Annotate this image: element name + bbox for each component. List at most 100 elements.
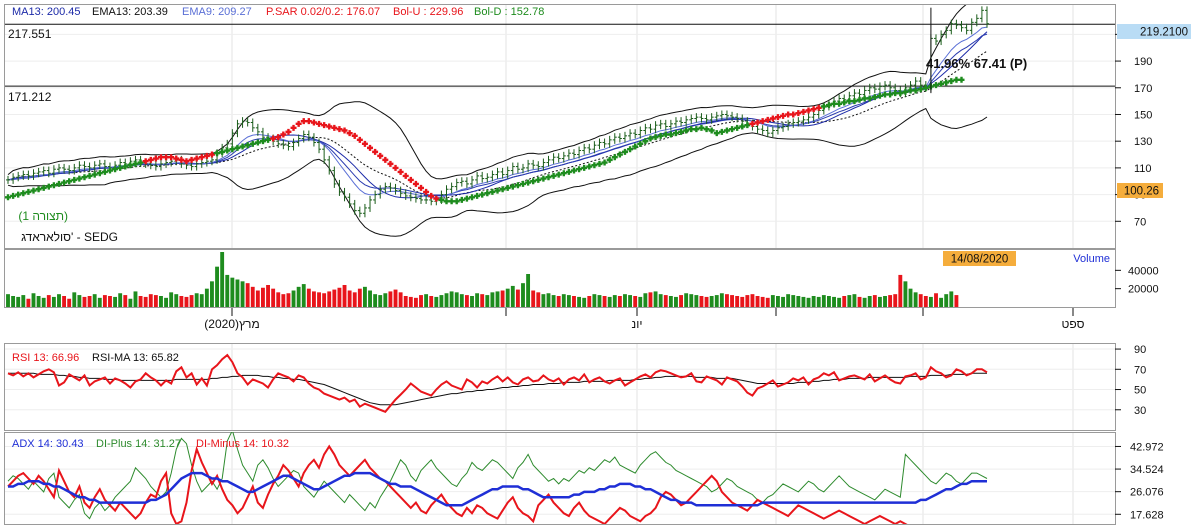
sar-marker <box>825 102 832 109</box>
volume-bar <box>806 297 811 307</box>
volume-bar <box>322 293 327 307</box>
price-bar <box>607 135 612 148</box>
price-bar <box>347 193 352 208</box>
level-label-upper: 217.551 <box>8 27 52 41</box>
date-badge[interactable]: 14/08/2020 <box>943 251 1016 266</box>
price-bar <box>765 126 770 138</box>
current-price-label: 219.2100 <box>1140 27 1188 39</box>
price-bar <box>740 114 745 126</box>
sar-marker <box>504 184 511 191</box>
volume-bar <box>572 296 576 307</box>
sar-marker <box>35 186 42 193</box>
price-bar <box>255 123 260 136</box>
volume-bar <box>607 296 612 307</box>
sar-marker <box>316 120 323 127</box>
price-bar <box>11 173 16 184</box>
volume-bar <box>577 296 582 307</box>
volume-bar <box>82 296 87 307</box>
price-bar <box>362 203 367 218</box>
price-bar <box>158 159 163 171</box>
volume-bar <box>327 291 332 307</box>
price-bar <box>786 119 791 131</box>
volume-bar <box>612 295 617 307</box>
price-bar <box>240 117 245 128</box>
price-bar <box>801 115 806 126</box>
rsi-panel[interactable] <box>4 343 1116 431</box>
volume-bar <box>877 296 882 307</box>
price-bar <box>464 177 469 188</box>
price-bar <box>867 83 872 95</box>
price-bar <box>408 191 413 202</box>
price-bar <box>694 113 699 123</box>
volume-bar <box>770 295 775 307</box>
sar-marker <box>203 152 210 159</box>
volume-bar <box>918 294 923 307</box>
adx-y-axis: 42.972 34.524 26.076 17.628 <box>1115 441 1164 521</box>
sar-marker <box>769 115 776 122</box>
volume-bar <box>939 297 944 307</box>
price-bar <box>974 14 979 27</box>
sar-marker <box>285 128 292 135</box>
x-label-june: יונ <box>632 317 643 331</box>
price-tick-label: 150 <box>1134 109 1152 121</box>
legend-ema9: EMA9: 209.27 <box>182 6 252 18</box>
legend-ema13: EMA13: 203.39 <box>92 6 168 18</box>
volume-bar <box>852 294 857 307</box>
volume-bar <box>189 295 194 307</box>
volume-bar <box>434 296 439 307</box>
volume-bar <box>62 296 67 307</box>
volume-bar <box>561 294 566 307</box>
price-bar <box>286 141 291 151</box>
volume-bar <box>46 295 51 307</box>
sar-marker <box>453 198 460 205</box>
price-bar <box>393 183 398 195</box>
adx-plot <box>5 432 1115 524</box>
volume-bar <box>41 297 46 307</box>
sar-marker <box>948 78 955 85</box>
price-panel[interactable] <box>4 4 1116 249</box>
volume-bar <box>872 295 877 307</box>
sar-marker <box>565 168 572 175</box>
price-bar <box>617 133 622 143</box>
volume-bar <box>16 296 21 307</box>
sar-marker <box>193 155 200 162</box>
volume-bar <box>633 296 638 307</box>
volume-bar <box>230 277 235 307</box>
low-price-tag[interactable]: 100.26 <box>1117 183 1163 198</box>
sar-marker <box>275 134 282 141</box>
volume-bar <box>291 290 296 307</box>
volume-bar <box>735 296 740 307</box>
volume-bar <box>480 294 485 307</box>
sar-marker <box>897 90 904 97</box>
sar-marker <box>234 144 241 151</box>
sar-marker <box>448 198 455 205</box>
volume-bar <box>306 288 311 307</box>
price-bar <box>520 163 525 174</box>
price-tick-label: 190 <box>1134 56 1152 68</box>
sar-marker <box>555 171 562 178</box>
price-bar <box>638 126 643 139</box>
current-price-tag[interactable]: 219.2100 <box>1117 24 1191 39</box>
volume-bar <box>133 291 138 307</box>
sar-marker <box>509 183 516 190</box>
price-bar <box>806 113 811 124</box>
volume-bar <box>419 295 423 307</box>
sar-marker <box>851 98 858 105</box>
volume-bar <box>704 296 709 307</box>
sar-marker <box>157 154 164 161</box>
legend-psar: P.SAR 0.02/0.2: 176.07 <box>266 6 380 18</box>
sar-marker <box>611 154 618 161</box>
price-bar <box>969 18 974 35</box>
price-bar <box>612 133 617 144</box>
price-bar <box>92 161 97 172</box>
volume-bar <box>123 295 128 307</box>
sar-marker <box>305 118 312 125</box>
sar-marker <box>815 104 822 111</box>
volume-bar <box>913 292 918 307</box>
price-bar <box>735 113 740 123</box>
price-bar <box>383 182 388 194</box>
sar-marker <box>479 191 486 198</box>
price-bar <box>490 170 495 182</box>
volume-bar <box>408 296 413 307</box>
